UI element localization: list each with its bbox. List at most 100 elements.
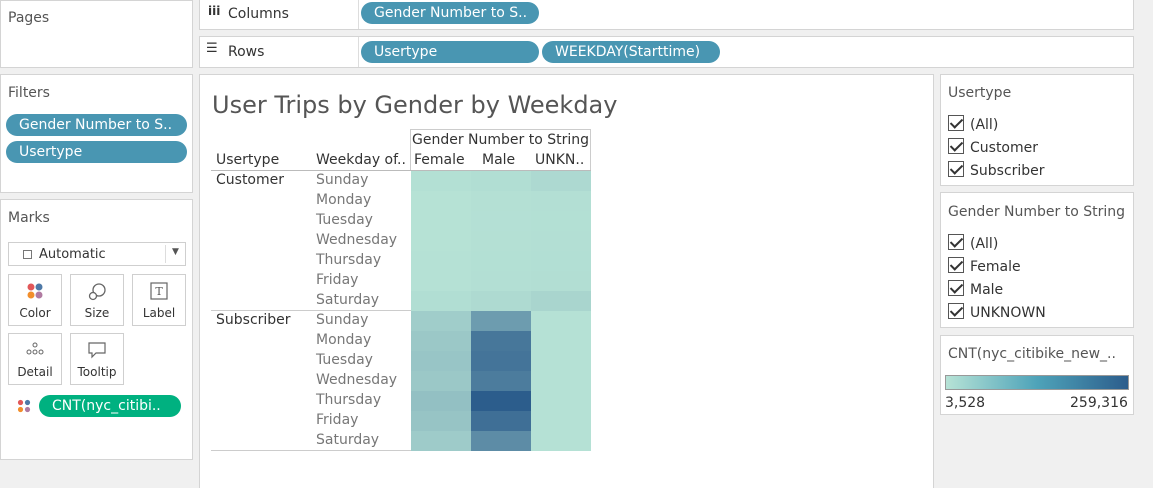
heatmap-cell[interactable] bbox=[471, 211, 531, 231]
checkbox-checked-icon bbox=[948, 280, 964, 296]
color-field-pill[interactable]: CNT(nyc_citibi.. bbox=[39, 395, 181, 417]
columns-label: Columns bbox=[228, 6, 289, 22]
chevron-down-icon: ▼ bbox=[172, 247, 179, 257]
color-legend-max: 259,316 bbox=[1070, 395, 1128, 411]
heatmap-cell[interactable] bbox=[471, 191, 531, 211]
heatmap-cell[interactable] bbox=[531, 391, 591, 411]
heatmap-cell[interactable] bbox=[531, 371, 591, 391]
columns-pill-gender[interactable]: Gender Number to S.. bbox=[361, 2, 539, 24]
dropdown-divider bbox=[165, 245, 166, 263]
heatmap-cell[interactable] bbox=[531, 191, 591, 211]
heatmap-cell[interactable] bbox=[411, 351, 471, 371]
heatmap-cell[interactable] bbox=[531, 311, 591, 331]
gender-legend bbox=[940, 192, 1134, 328]
group-label-subscriber: Subscriber bbox=[216, 312, 291, 328]
heatmap-cell[interactable] bbox=[531, 331, 591, 351]
heatmap-cell[interactable] bbox=[471, 271, 531, 291]
heatmap-cell[interactable] bbox=[471, 171, 531, 191]
heatmap-cell[interactable] bbox=[471, 311, 531, 331]
heatmap-cell[interactable] bbox=[531, 211, 591, 231]
filters-panel: Filters Gender Number to S.. Usertype bbox=[0, 74, 193, 193]
heatmap-cell[interactable] bbox=[471, 251, 531, 271]
heatmap-cell[interactable] bbox=[531, 291, 591, 311]
heatmap-cell[interactable] bbox=[411, 371, 471, 391]
gender-option-label: Female bbox=[970, 259, 1021, 275]
heatmap-cell[interactable] bbox=[411, 311, 471, 331]
col-header-divider-right bbox=[590, 129, 591, 171]
columns-shelf: iii Columns Gender Number to S.. bbox=[199, 0, 1134, 30]
heatmap-cell[interactable] bbox=[471, 231, 531, 251]
heatmap-cell[interactable] bbox=[411, 271, 471, 291]
label-card[interactable]: T Label bbox=[132, 274, 186, 326]
size-card[interactable]: Size bbox=[70, 274, 124, 326]
color-card[interactable]: Color bbox=[8, 274, 62, 326]
weekday-label: Wednesday bbox=[316, 372, 398, 388]
heatmap-cell[interactable] bbox=[531, 411, 591, 431]
heatmap-cell[interactable] bbox=[471, 411, 531, 431]
rows-pill-weekday[interactable]: WEEKDAY(Starttime) bbox=[542, 41, 720, 63]
weekday-label: Sunday bbox=[316, 312, 369, 328]
filter-pill-gender[interactable]: Gender Number to S.. bbox=[6, 114, 187, 136]
usertype-option-label: Customer bbox=[970, 140, 1039, 156]
heatmap-cell[interactable] bbox=[471, 371, 531, 391]
heatmap-cell[interactable] bbox=[411, 431, 471, 451]
heatmap-cell[interactable] bbox=[531, 171, 591, 191]
col-header-female: Female bbox=[414, 152, 465, 168]
label-card-label: Label bbox=[142, 306, 176, 320]
heatmap-cell[interactable] bbox=[531, 431, 591, 451]
usertype-legend bbox=[940, 74, 1134, 186]
size-card-label: Size bbox=[84, 306, 110, 320]
heatmap-cell[interactable] bbox=[411, 291, 471, 311]
checkbox-checked-icon bbox=[948, 257, 964, 273]
heatmap-cell[interactable] bbox=[471, 351, 531, 371]
usertype-option-all[interactable]: (All) bbox=[948, 115, 998, 135]
rows-shelf: ☰ Rows Usertype WEEKDAY(Starttime) bbox=[199, 36, 1134, 68]
gender-option-all[interactable]: (All) bbox=[948, 234, 998, 254]
heatmap-cell[interactable] bbox=[531, 251, 591, 271]
mark-type-dropdown[interactable]: Automatic ▼ bbox=[8, 242, 186, 266]
color-legend-title: CNT(nyc_citibike_new_.. bbox=[948, 346, 1116, 362]
row-header-weekday: Weekday of.. bbox=[316, 152, 406, 168]
weekday-label: Tuesday bbox=[316, 352, 373, 368]
heatmap-cell[interactable] bbox=[531, 351, 591, 371]
col-header-divider-left bbox=[410, 129, 411, 171]
color-field-icon bbox=[17, 398, 31, 417]
rows-pill-usertype[interactable]: Usertype bbox=[361, 41, 539, 63]
gender-option-female[interactable]: Female bbox=[948, 257, 1021, 277]
scroll-strip bbox=[1140, 0, 1153, 488]
weekday-label: Monday bbox=[316, 192, 372, 208]
gender-option-unknown[interactable]: UNKNOWN bbox=[948, 303, 1046, 323]
heatmap-cell[interactable] bbox=[471, 391, 531, 411]
checkbox-checked-icon bbox=[948, 234, 964, 250]
heatmap-cell[interactable] bbox=[471, 291, 531, 311]
heatmap-cell[interactable] bbox=[411, 391, 471, 411]
heatmap-cell[interactable] bbox=[411, 411, 471, 431]
color-ramp bbox=[945, 375, 1129, 390]
marks-panel: Marks Automatic ▼ Color Size T Label Det… bbox=[0, 199, 193, 460]
usertype-option-customer[interactable]: Customer bbox=[948, 138, 1038, 158]
heatmap-cell[interactable] bbox=[411, 251, 471, 271]
usertype-option-subscriber[interactable]: Subscriber bbox=[948, 161, 1045, 181]
detail-card[interactable]: Detail bbox=[8, 333, 62, 385]
header-bottom-line bbox=[211, 170, 591, 171]
weekday-label: Tuesday bbox=[316, 212, 373, 228]
col-header-unknown: UNKN.. bbox=[535, 152, 585, 168]
heatmap-cell[interactable] bbox=[411, 171, 471, 191]
tooltip-card[interactable]: Tooltip bbox=[70, 333, 124, 385]
row-header-usertype: Usertype bbox=[216, 152, 280, 168]
col-header-male: Male bbox=[482, 152, 516, 168]
weekday-label: Friday bbox=[316, 272, 359, 288]
heatmap-cell[interactable] bbox=[531, 231, 591, 251]
filter-pill-usertype[interactable]: Usertype bbox=[6, 141, 187, 163]
weekday-label: Friday bbox=[316, 412, 359, 428]
gender-option-male[interactable]: Male bbox=[948, 280, 1003, 300]
col-group-header: Gender Number to String bbox=[412, 132, 590, 148]
heatmap-cell[interactable] bbox=[471, 331, 531, 351]
heatmap-cell[interactable] bbox=[411, 211, 471, 231]
tooltip-card-label: Tooltip bbox=[77, 365, 117, 379]
heatmap-cell[interactable] bbox=[531, 271, 591, 291]
heatmap-cell[interactable] bbox=[471, 431, 531, 451]
heatmap-cell[interactable] bbox=[411, 331, 471, 351]
heatmap-cell[interactable] bbox=[411, 191, 471, 211]
heatmap-cell[interactable] bbox=[411, 231, 471, 251]
